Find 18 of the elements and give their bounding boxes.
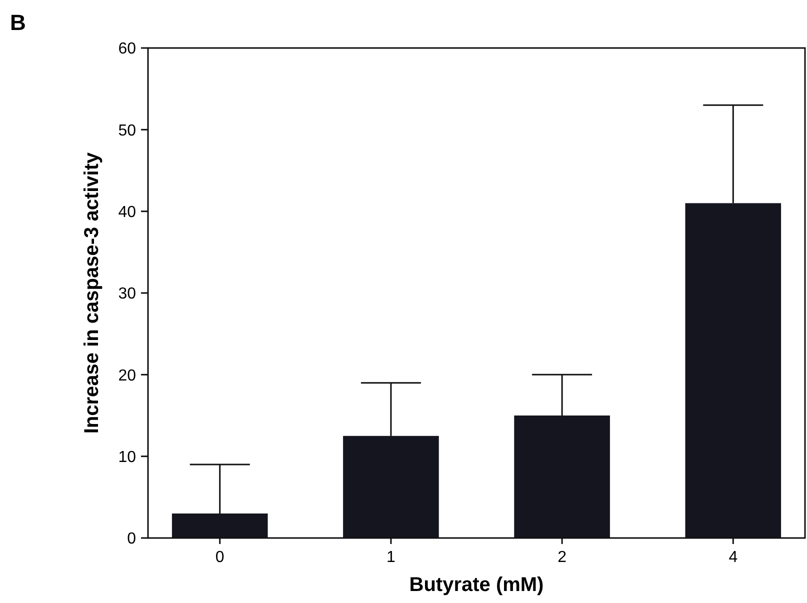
bar xyxy=(343,436,439,538)
x-axis-title: Butyrate (mM) xyxy=(409,574,544,596)
y-tick-label: 40 xyxy=(118,204,136,221)
y-tick-label: 30 xyxy=(118,286,136,303)
y-tick-label: 0 xyxy=(127,530,136,548)
y-axis-title: Increase in caspase-3 activity xyxy=(81,151,103,434)
y-tick-label: 60 xyxy=(118,40,136,58)
y-tick-label: 50 xyxy=(118,122,136,140)
x-tick-label: 4 xyxy=(728,549,738,566)
x-tick-label: 0 xyxy=(215,549,224,566)
x-tick-label: 2 xyxy=(558,549,567,566)
y-tick-label: 20 xyxy=(118,367,136,384)
y-tick-label: 10 xyxy=(118,448,136,466)
bar xyxy=(172,514,268,538)
x-tick-label: 1 xyxy=(386,549,396,566)
bar xyxy=(685,203,782,538)
bar xyxy=(514,416,610,538)
chart-title: B xyxy=(10,10,26,35)
